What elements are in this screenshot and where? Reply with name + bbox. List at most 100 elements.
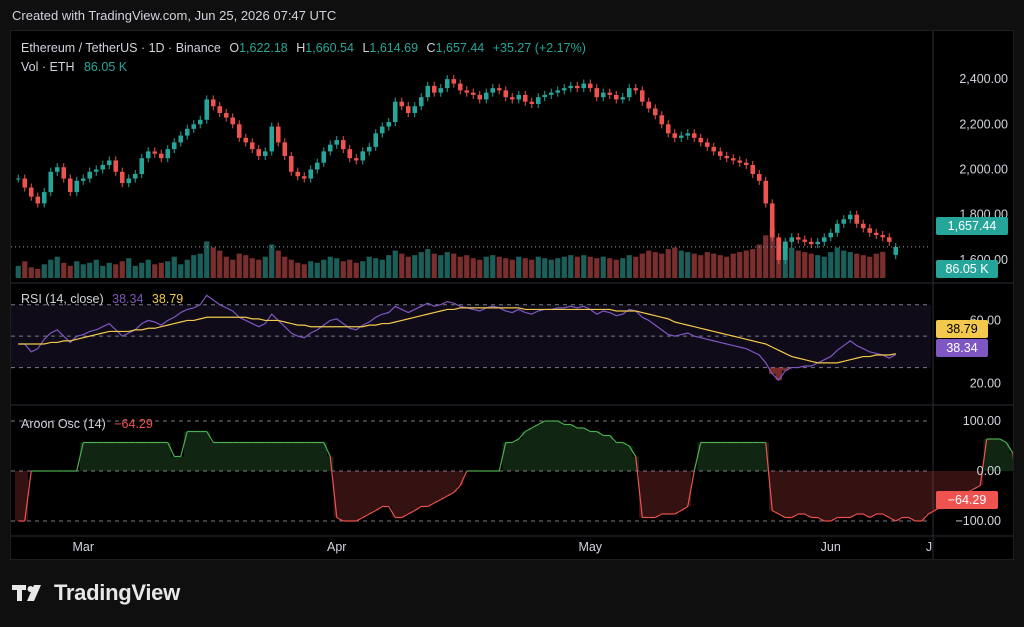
volume-bar bbox=[230, 259, 236, 278]
price-tick-label: 2,000.00 bbox=[959, 163, 1008, 177]
svg-text:Aroon Osc (14) −64.29: Aroon Osc (14) −64.29 bbox=[21, 417, 153, 431]
candle-body bbox=[412, 106, 418, 113]
aroon-line-segment bbox=[368, 509, 377, 515]
volume-bar bbox=[392, 250, 398, 278]
volume-bar bbox=[769, 229, 775, 278]
volume-bar bbox=[483, 256, 489, 278]
rsi-legend-value: 38.34 bbox=[112, 292, 143, 306]
candle-body bbox=[561, 88, 567, 91]
aroon-line-segment bbox=[609, 435, 617, 443]
candle-body bbox=[158, 153, 164, 159]
aroon-line-segment bbox=[511, 438, 520, 444]
candle-body bbox=[61, 167, 67, 179]
candle-body bbox=[301, 176, 307, 179]
candle-body bbox=[197, 119, 203, 125]
time-tick-label: J bbox=[926, 540, 932, 554]
candle-body bbox=[54, 167, 60, 172]
volume-bar bbox=[444, 252, 450, 278]
aroon-badge: −64.29 bbox=[936, 491, 998, 509]
volume-bar bbox=[711, 253, 717, 278]
volume-bar bbox=[633, 256, 639, 278]
volume-bar bbox=[795, 250, 801, 278]
volume-bar bbox=[516, 256, 522, 278]
volume-bar bbox=[321, 259, 327, 278]
volume-bar bbox=[880, 251, 886, 278]
volume-bar bbox=[301, 264, 307, 278]
candle-body bbox=[620, 97, 626, 100]
svg-text:RSI (14, close) 38.34: RSI (14, close) 38.34 38.79 bbox=[21, 292, 183, 306]
volume-bars bbox=[15, 229, 886, 278]
volume-bar bbox=[698, 255, 704, 278]
aroon-line-segment bbox=[583, 427, 591, 433]
aroon-line-segment bbox=[908, 516, 916, 522]
aroon-line-segment bbox=[375, 505, 383, 512]
chart-canvas[interactable]: 2,400.002,200.002,000.001,800.001,600.00… bbox=[11, 31, 1023, 559]
volume-bar bbox=[867, 256, 873, 278]
aroon-line-segment bbox=[999, 438, 1007, 444]
candle-body bbox=[425, 85, 431, 98]
candle-body bbox=[152, 151, 158, 154]
candle-body bbox=[217, 106, 223, 113]
candle-body bbox=[646, 101, 652, 109]
aroon-title: Aroon Osc (14) bbox=[21, 417, 106, 431]
volume-bar bbox=[243, 255, 249, 278]
volume-bar bbox=[340, 261, 346, 278]
candle-body bbox=[256, 149, 262, 156]
volume-bar bbox=[841, 250, 847, 278]
time-axis[interactable]: Mar Apr May Jun J bbox=[72, 540, 932, 554]
volume-bar bbox=[607, 258, 613, 278]
volume-bar bbox=[48, 259, 54, 278]
candle-body bbox=[685, 133, 691, 136]
volume-bar bbox=[347, 259, 353, 278]
volume-bar bbox=[802, 252, 808, 278]
volume-bar bbox=[282, 256, 288, 278]
candle-body bbox=[347, 149, 353, 159]
volume-bar bbox=[470, 258, 476, 278]
candle-body bbox=[626, 88, 632, 98]
aroon-line-segment bbox=[895, 516, 903, 522]
candle-body bbox=[470, 92, 476, 95]
candle-body bbox=[503, 90, 509, 98]
candle-body bbox=[392, 101, 398, 123]
volume-bar bbox=[789, 247, 795, 278]
volume-bar bbox=[132, 265, 138, 278]
aroon-line-segment bbox=[206, 431, 214, 443]
volume-bar bbox=[828, 252, 834, 278]
volume-bar bbox=[750, 249, 756, 278]
volume-bar bbox=[626, 255, 632, 278]
aroon-line-segment bbox=[388, 506, 396, 518]
candle-body bbox=[236, 124, 242, 138]
footer-logo[interactable]: TradingView bbox=[12, 580, 180, 606]
aroon-legend-value: −64.29 bbox=[114, 417, 153, 431]
chart-frame[interactable]: 2,400.00 2,200.00 2,000.00 1,800.00 1,600.00… bbox=[10, 30, 1023, 560]
volume-bar bbox=[672, 247, 678, 278]
volume-bar bbox=[366, 256, 372, 278]
candle-body bbox=[308, 169, 314, 179]
volume-bar bbox=[613, 259, 619, 278]
volume-bar bbox=[691, 253, 697, 278]
candle-body bbox=[119, 171, 125, 184]
candle-body bbox=[587, 83, 593, 89]
candle-body bbox=[340, 140, 346, 150]
candle-body bbox=[522, 94, 528, 102]
volume-bar bbox=[41, 264, 47, 278]
time-tick-label: Apr bbox=[327, 540, 346, 554]
candle-body bbox=[639, 90, 645, 102]
candle-body bbox=[145, 151, 151, 159]
volume-bar bbox=[724, 256, 730, 278]
volume-bar bbox=[490, 255, 496, 278]
aroon-line-segment bbox=[24, 470, 32, 522]
aroon-line-segment bbox=[882, 513, 890, 519]
candle-body bbox=[717, 151, 723, 156]
volume-bar bbox=[581, 255, 587, 278]
aroon-line-segment bbox=[557, 420, 565, 426]
aroon-line-segment bbox=[323, 442, 331, 457]
aroon-tick-label: −100.00 bbox=[955, 514, 1001, 528]
candle-body bbox=[230, 117, 236, 125]
aroon-tick-label: 0.00 bbox=[977, 464, 1001, 478]
volume-bar bbox=[542, 258, 548, 278]
candle-body bbox=[763, 180, 769, 204]
candle-body bbox=[262, 151, 268, 156]
aroon-positive-fill bbox=[80, 421, 1016, 471]
candle-body bbox=[496, 88, 502, 91]
